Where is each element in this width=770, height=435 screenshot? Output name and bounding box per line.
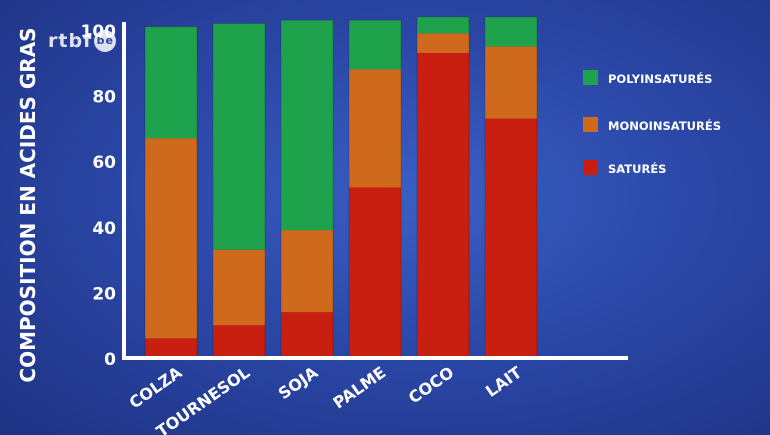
y-tick-label: 60: [92, 153, 116, 173]
bar-segment: [145, 138, 197, 339]
bar-segment: [349, 69, 401, 188]
legend-swatch: [583, 70, 598, 85]
bar-group-coco: [416, 16, 470, 359]
legend-item: POLYINSATURÉS: [583, 70, 712, 86]
y-tick-label: 40: [92, 219, 116, 239]
bar-segment: [281, 312, 333, 358]
legend-item: SATURÉS: [583, 160, 666, 176]
y-tick-label: 0: [104, 350, 116, 370]
x-tick-label: LAIT: [482, 363, 525, 401]
bar-segment: [281, 230, 333, 313]
legend-swatch: [583, 117, 598, 132]
x-tick-label: SOJA: [275, 362, 322, 403]
bar-segment: [213, 23, 265, 250]
x-tick-label: COCO: [405, 363, 457, 408]
y-axis-label: COMPOSITION EN ACIDES GRAS: [16, 27, 40, 382]
bar-segment: [417, 52, 469, 359]
y-tick-label: 100: [81, 22, 117, 42]
bar-segment: [485, 118, 537, 358]
bar-group-colza: [144, 26, 198, 359]
bar-segment: [485, 46, 537, 119]
legend-label: SATURÉS: [608, 161, 666, 176]
y-tick-label: 20: [92, 284, 116, 304]
legend-label: MONOINSATURÉS: [608, 118, 721, 133]
logo-badge: be: [94, 30, 117, 52]
bar-segment: [349, 20, 401, 70]
bar-group-lait: [484, 16, 538, 359]
bar-group-soja: [280, 19, 334, 359]
legend-item: MONOINSATURÉS: [583, 117, 721, 133]
bar-segment: [145, 26, 197, 139]
bar-group-tournesol: [212, 22, 266, 359]
x-tick-label: PALME: [330, 363, 390, 413]
bar-segment: [417, 16, 469, 34]
y-tick-label: 80: [92, 88, 116, 108]
bar-segment: [213, 249, 265, 326]
bar-segment: [349, 187, 401, 358]
legend-label: POLYINSATURÉS: [608, 71, 712, 86]
logo-text: rtbf: [48, 30, 93, 52]
rtbf-logo: rtbf be: [48, 30, 117, 52]
bar-group-palme: [348, 19, 402, 359]
bar-segment: [145, 338, 197, 358]
bar-segment: [213, 325, 265, 358]
x-tick-label: COLZA: [126, 362, 186, 412]
bar-segment: [417, 33, 469, 53]
legend-swatch: [583, 160, 598, 175]
bar-segment: [485, 16, 537, 47]
bar-segment: [281, 20, 333, 231]
